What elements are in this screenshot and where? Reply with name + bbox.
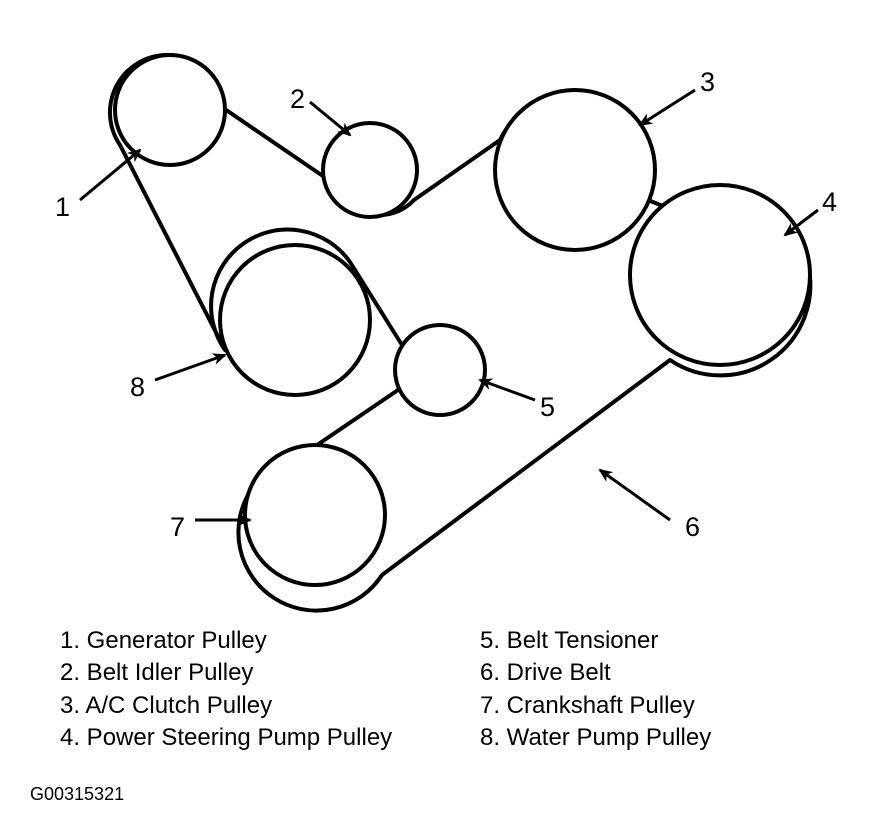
callout-1: 1 — [55, 192, 70, 223]
legend-item: 8. Water Pump Pulley — [480, 722, 711, 754]
legend-item: 5. Belt Tensioner — [480, 625, 711, 657]
legend-item: 6. Drive Belt — [480, 657, 711, 689]
legend-item: 4. Power Steering Pump Pulley — [60, 722, 392, 754]
legend-item: 2. Belt Idler Pulley — [60, 657, 392, 689]
legend-item: 7. Crankshaft Pulley — [480, 690, 711, 722]
legend-item: 1. Generator Pulley — [60, 625, 392, 657]
callout-3: 3 — [700, 67, 715, 98]
callout-6: 6 — [685, 512, 700, 543]
legend-left: 1. Generator Pulley2. Belt Idler Pulley3… — [60, 625, 392, 755]
legend-item: 3. A/C Clutch Pulley — [60, 690, 392, 722]
callout-5: 5 — [540, 392, 555, 423]
reference-code: G00315321 — [30, 784, 124, 805]
callout-4: 4 — [822, 187, 837, 218]
belt-routing-diagram: 1 2 3 4 5 6 7 8 1. Generator Pulley2. Belt Idle… — [0, 0, 893, 835]
callout-8: 8 — [130, 372, 145, 403]
callout-7: 7 — [170, 512, 185, 543]
legend-right: 5. Belt Tensioner6. Drive Belt7. Cranksh… — [480, 625, 711, 755]
callout-2: 2 — [290, 84, 305, 115]
